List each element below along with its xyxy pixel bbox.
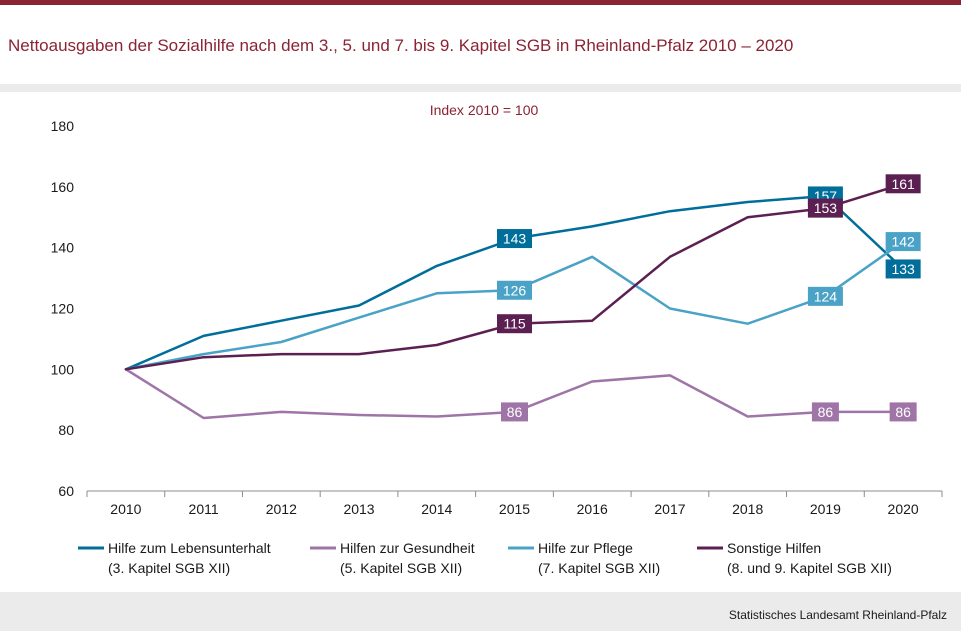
y-tick-label: 60	[58, 483, 74, 499]
x-tick-label: 2012	[266, 501, 297, 517]
data-label: 126	[503, 282, 527, 298]
data-label: 124	[814, 288, 838, 304]
data-label-box	[497, 229, 532, 249]
x-tick-label: 2011	[189, 501, 219, 517]
data-label: 161	[891, 176, 915, 192]
x-tick-label: 2014	[421, 501, 452, 517]
chart-subtitle: Index 2010 = 100	[430, 102, 539, 118]
data-label-box	[885, 259, 921, 279]
data-label-box	[497, 280, 532, 300]
x-tick-label: 2015	[499, 501, 530, 517]
data-label: 86	[818, 404, 834, 420]
y-tick-label: 140	[51, 240, 75, 256]
x-tick-label: 2020	[888, 501, 919, 517]
data-label: 133	[891, 261, 915, 277]
legend-sublabel: (3. Kapitel SGB XII)	[108, 560, 230, 576]
x-tick-label: 2013	[343, 501, 374, 517]
data-label-box	[885, 232, 921, 252]
data-label: 142	[891, 234, 915, 250]
legend-sublabel: (8. und 9. Kapitel SGB XII)	[727, 560, 892, 576]
data-label: 86	[507, 404, 523, 420]
y-tick-label: 80	[58, 422, 74, 438]
data-label: 86	[895, 404, 911, 420]
data-label-box	[501, 402, 528, 422]
x-tick-label: 2019	[810, 501, 841, 517]
data-label-box	[497, 314, 532, 334]
chart-panel	[0, 92, 961, 592]
data-label-box	[807, 198, 843, 218]
data-label-box	[889, 402, 917, 422]
top-accent-bar	[0, 0, 961, 5]
legend-label: Hilfe zur Pflege	[538, 540, 633, 556]
legend-label: Sonstige Hilfen	[727, 540, 821, 556]
page-title: Nettoausgaben der Sozialhilfe nach dem 3…	[8, 36, 794, 55]
line-chart: Index 2010 = 100 60 80 100 120 140 160 180 2010 2…	[0, 92, 961, 592]
legend-sublabel: (5. Kapitel SGB XII)	[340, 560, 462, 576]
data-label-box	[807, 286, 843, 306]
x-tick-label: 2017	[654, 501, 685, 517]
x-tick-label: 2016	[577, 501, 608, 517]
data-label-box	[811, 402, 839, 422]
legend-sublabel: (7. Kapitel SGB XII)	[538, 560, 660, 576]
data-label: 143	[503, 231, 527, 247]
legend-label: Hilfe zum Lebensunterhalt	[108, 540, 271, 556]
data-label-box	[885, 174, 921, 194]
source-note: Statistisches Landesamt Rheinland-Pfalz	[728, 608, 947, 622]
data-label: 153	[814, 200, 838, 216]
y-tick-label: 160	[51, 179, 75, 195]
legend-label: Hilfen zur Gesundheit	[340, 540, 475, 556]
y-tick-label: 100	[51, 361, 75, 377]
x-tick-label: 2018	[732, 501, 763, 517]
x-tick-label: 2010	[110, 501, 141, 517]
y-tick-label: 120	[51, 301, 75, 317]
y-tick-label: 180	[51, 118, 75, 134]
data-label: 115	[503, 316, 526, 332]
header: Nettoausgaben der Sozialhilfe nach dem 3…	[0, 5, 961, 84]
